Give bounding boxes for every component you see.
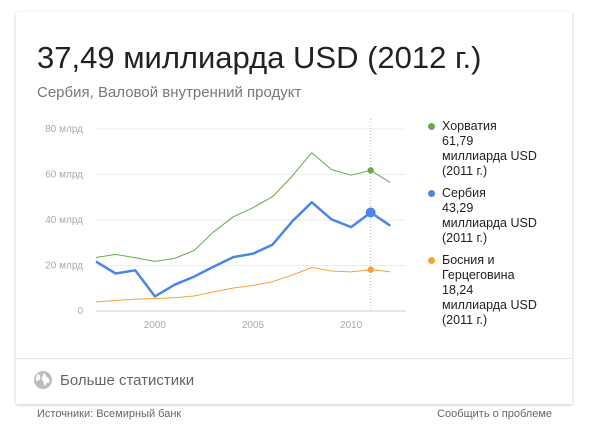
legend-text: миллиарда USD [442,298,537,312]
y-tick-label: 20 млрд [45,261,83,272]
highlight-point-1[interactable] [365,207,376,218]
y-tick-label: 60 млрд [45,170,83,181]
source-attribution: Источники: Всемирный банк [37,408,182,420]
legend-text: (2011 г.) [442,231,488,245]
legend-dot-icon [428,123,435,130]
x-tick-label: 2000 [144,320,167,331]
highlight-point-0[interactable] [367,167,374,174]
legend-item[interactable]: Сербия 43,29 миллиарда USD (2011 г.) [426,186,566,246]
legend-text: Босния и [442,253,495,267]
chart-legend: Хорватия 61,79 миллиарда USD (2011 г.) Серби… [426,119,566,335]
legend-item[interactable]: Хорватия 61,79 миллиарда USD (2011 г.) [426,119,566,179]
legend-text: миллиарда USD [442,149,537,163]
y-tick-label: 80 млрд [45,124,83,135]
legend-text: 61,79 [442,134,474,148]
highlight-point-2[interactable] [367,266,374,273]
series-line-0[interactable] [95,152,391,262]
legend-text: Сербия [442,186,486,200]
knowledge-card: 37,49 миллиарда USD (2012 г.) Сербия, Ва… [16,12,572,404]
series-line-2[interactable] [95,267,391,303]
legend-text: 43,29 [442,201,474,215]
y-tick-label: 0 [77,306,83,317]
headline-value: 37,49 миллиарда USD (2012 г.) [37,40,482,75]
headline-subtitle: Сербия, Валовой внутренний продукт [37,84,302,101]
legend-text: (2011 г.) [442,313,488,327]
series-line-1[interactable] [95,201,391,298]
legend-item[interactable]: Босния и Герцеговина 18,24 миллиарда USD (20… [426,253,566,328]
legend-text: 18,24 [442,283,474,297]
legend-dot-icon [428,190,435,197]
x-tick-label: 2010 [340,320,363,331]
gdp-line-chart[interactable]: 0 20 млрд 40 млрд 60 млрд 80 млрд 2000 2005 201… [16,12,572,352]
report-problem-link[interactable]: Сообщить о проблеме [437,408,552,420]
legend-text: (2011 г.) [442,164,488,178]
legend-text: миллиарда USD [442,216,537,230]
x-tick-label: 2005 [242,320,265,331]
legend-dot-icon [428,257,435,264]
legend-text: Хорватия [442,119,497,133]
card-divider [16,358,572,359]
more-stats-label: Больше статистики [60,371,195,389]
more-stats-link[interactable]: Больше статистики [33,370,194,390]
y-tick-label: 40 млрд [45,215,83,226]
legend-text: Герцеговина [442,268,515,282]
globe-icon [34,371,52,389]
